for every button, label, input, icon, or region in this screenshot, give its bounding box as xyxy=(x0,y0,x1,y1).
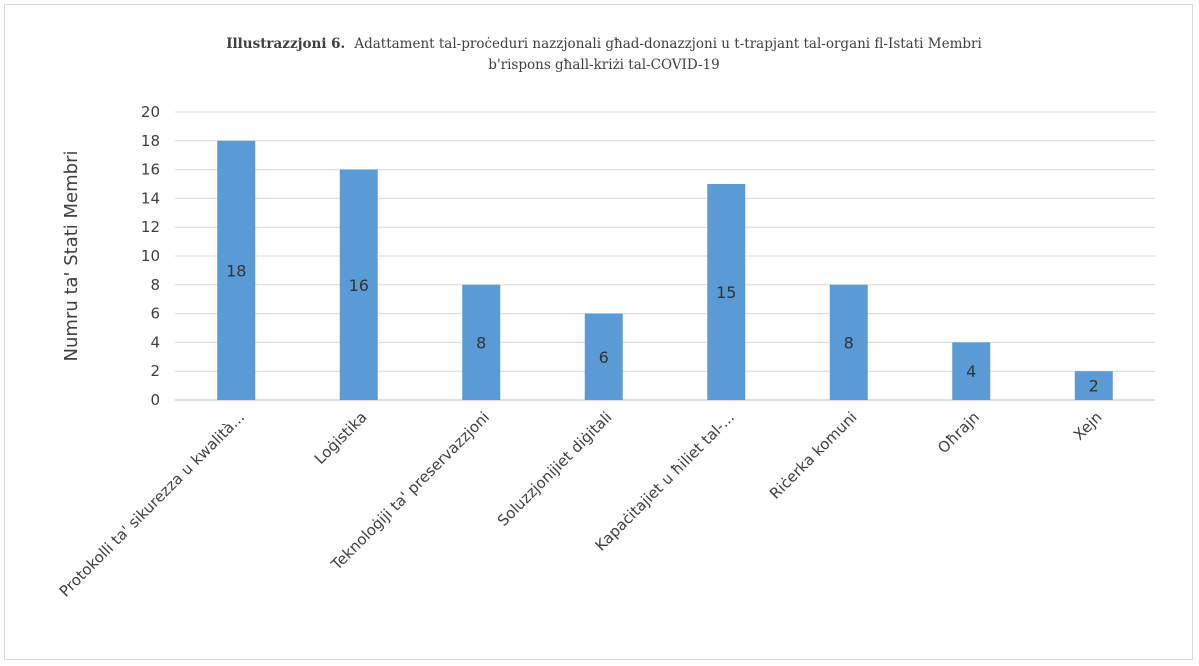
category-label: Kapaċitajiet u ħiliet tal-... xyxy=(592,408,739,555)
y-tick-label: 10 xyxy=(141,247,160,265)
y-tick-label: 16 xyxy=(141,161,160,179)
y-tick-label: 18 xyxy=(141,132,160,150)
x-axis-ticks: Protokolli ta' sikurezza u kwalità... Loġ… xyxy=(56,408,1106,600)
gridlines xyxy=(175,111,1155,401)
bar-data-label: 16 xyxy=(349,276,369,295)
chart-subtitle: b'rispons għall-kriżi tal-COVID-19 xyxy=(488,57,719,73)
y-axis-label: Numru ta' Stati Membri xyxy=(61,151,82,362)
chart-title-prefix: Illustrazzjoni 6. xyxy=(226,36,345,52)
bar-data-label: 18 xyxy=(226,261,246,280)
bar xyxy=(952,342,991,400)
bar-data-label: 4 xyxy=(966,362,976,381)
data-labels: 18 16 8 6 15 8 4 2 xyxy=(226,261,1099,395)
bar-data-label: 2 xyxy=(1089,377,1099,396)
bar xyxy=(462,284,501,400)
bar-data-label: 8 xyxy=(476,333,486,352)
y-tick-label: 8 xyxy=(150,276,160,294)
category-label: Loġistika xyxy=(311,408,371,468)
y-tick-label: 0 xyxy=(150,391,160,409)
chart-title: Illustrazzjoni 6. Adattament tal-proċedu… xyxy=(226,33,982,52)
category-label: Oħrajn xyxy=(934,408,983,457)
bar-data-label: 15 xyxy=(716,283,736,302)
bar-data-label: 6 xyxy=(599,348,609,367)
chart-title-line1: Adattament tal-proċeduri nazzjonali għad… xyxy=(353,36,982,52)
y-tick-label: 4 xyxy=(150,333,160,351)
bar xyxy=(584,313,623,400)
y-tick-label: 6 xyxy=(150,305,160,323)
bar xyxy=(1074,371,1113,400)
y-tick-label: 12 xyxy=(141,218,160,236)
y-tick-label: 14 xyxy=(141,189,160,207)
bar xyxy=(829,284,868,400)
y-axis-ticks: 0 2 4 6 8 10 12 14 16 18 20 xyxy=(141,103,160,409)
category-label: Riċerka komuni xyxy=(766,408,861,503)
bars xyxy=(217,140,1113,401)
y-tick-label: 2 xyxy=(150,362,160,380)
category-label: Protokolli ta' sikurezza u kwalità... xyxy=(56,408,248,600)
bar-data-label: 8 xyxy=(844,333,854,352)
bar xyxy=(707,184,746,400)
category-label: Soluzzjonijiet diġitali xyxy=(494,408,616,530)
category-label: Xejn xyxy=(1070,408,1106,444)
y-tick-label: 20 xyxy=(141,103,160,121)
bar xyxy=(217,140,256,401)
bar xyxy=(339,169,378,400)
